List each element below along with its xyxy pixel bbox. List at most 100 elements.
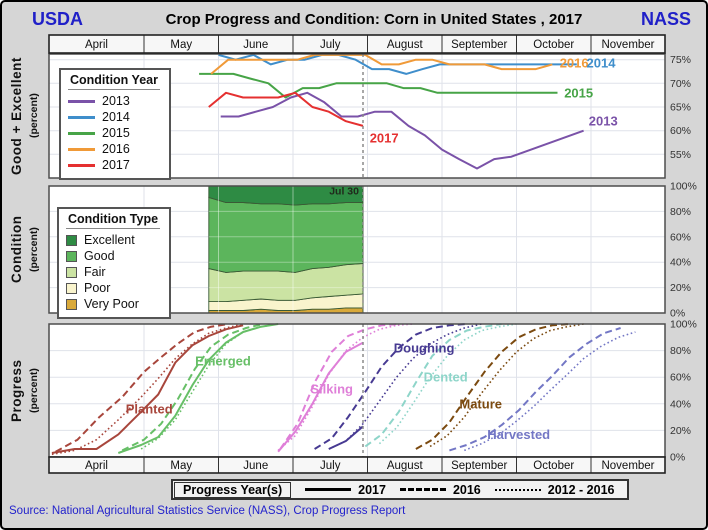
progress-line-doughing-solid <box>328 425 364 450</box>
month-label: June <box>243 39 268 51</box>
progress-chart: 0% 20% 40% 60% 80% 100% Planted Emerged Silking D… <box>48 319 697 464</box>
legend-line-swatch <box>68 147 95 151</box>
series-end-label-2016: 2016 <box>560 56 589 71</box>
legend-line-swatch <box>68 99 95 103</box>
condition-line-2014 <box>218 53 577 75</box>
month-label: June <box>243 460 268 472</box>
middle-panel-axis-label: Condition <box>9 215 24 284</box>
y-tick-label: 20% <box>670 425 691 437</box>
month-label: September <box>451 39 507 51</box>
condition-line-2015 <box>199 72 558 99</box>
stage-label-silking: Silking <box>310 382 353 397</box>
legend-item-label: 2013 <box>102 94 130 108</box>
condition-year-legend-items: 2013 2014 2015 2016 2017 <box>68 93 160 173</box>
progress-line-emerged-dashed <box>121 323 264 452</box>
dotted-line-sample <box>494 488 541 491</box>
y-tick-label: 80% <box>670 345 691 357</box>
y-tick-label: 65% <box>670 102 691 114</box>
y-tick-label: 60% <box>670 231 691 243</box>
y-tick-label: 60% <box>670 125 691 137</box>
progress-line-mature-dashed <box>415 323 570 450</box>
stage-label-doughing: Doughing <box>394 340 455 355</box>
legend-item-label: 2015 <box>102 126 130 140</box>
top-panel-axis-label: Good + Excellent <box>9 57 24 175</box>
y-tick-label: 0% <box>670 308 685 320</box>
condition-type-legend: Condition Type Excellent Good Fair Poor Very… <box>57 207 172 319</box>
progress-years-item-dashed: 2016 <box>386 483 481 497</box>
month-label: July <box>320 39 341 51</box>
bottom-panel-axis-label: Progress <box>9 359 24 422</box>
condition-line-2017 <box>208 91 364 127</box>
y-tick-label: 20% <box>670 282 691 294</box>
series-end-label-2013: 2013 <box>589 114 618 129</box>
progress-line-harvested-dotted <box>464 331 636 452</box>
y-tick-label: 60% <box>670 372 691 384</box>
month-label: October <box>533 39 574 51</box>
condition-line-2013 <box>220 91 584 170</box>
condition-type-legend-title: Condition Type <box>66 212 161 229</box>
usda-logo-text: USDA <box>32 9 84 29</box>
series-end-label-2017: 2017 <box>370 131 399 146</box>
legend-square-swatch <box>66 266 77 278</box>
cutoff-date-label: Jul 30 <box>329 186 359 198</box>
progress-years-item-label: 2016 <box>452 482 481 497</box>
condition-year-legend: Condition Year 2013 2014 2015 2016 2017 <box>59 68 171 180</box>
nass-logo-text: NASS <box>640 9 691 29</box>
stage-label-dented: Dented <box>424 370 468 385</box>
month-label: July <box>320 460 341 472</box>
month-label: May <box>170 39 192 51</box>
condition-area-Good <box>208 196 364 273</box>
legend-item-label: Poor <box>84 281 111 295</box>
legend-item-label: 2014 <box>102 110 130 124</box>
progress-line-planted-dashed <box>55 323 229 453</box>
middle-panel-axis-sublabel: (percent) <box>28 227 40 272</box>
progress-line-silking-dashed <box>279 323 399 450</box>
legend-item-very-poor: Very Poor <box>66 296 160 312</box>
y-tick-label: 0% <box>670 452 685 464</box>
legend-item-fair: Fair <box>66 264 160 280</box>
progress-line-emerged-solid <box>117 323 279 454</box>
month-label: November <box>601 39 654 51</box>
series-end-label-2015: 2015 <box>564 85 593 100</box>
month-label: October <box>533 460 574 472</box>
legend-item-2014: 2014 <box>68 109 160 125</box>
progress-years-legend-title: Progress Year(s) <box>174 481 292 498</box>
solid-line-sample <box>305 488 352 491</box>
progress-line-emerged-dotted <box>140 323 279 450</box>
progress-line-planted-dotted <box>51 323 244 456</box>
y-tick-label: 100% <box>670 319 697 331</box>
legend-square-swatch <box>66 234 77 246</box>
month-label: May <box>170 460 192 472</box>
month-axis: April May June July August September October No… <box>48 34 666 54</box>
progress-line-mature-dotted <box>429 323 584 448</box>
condition-line-2016 <box>210 53 553 75</box>
progress-line-doughing-dashed <box>314 323 467 450</box>
y-tick-label: 40% <box>670 398 691 410</box>
legend-item-label: 2017 <box>102 158 130 172</box>
legend-line-swatch <box>68 131 95 135</box>
progress-line-silking-dotted <box>277 323 413 452</box>
condition-year-legend-title: Condition Year <box>68 73 160 90</box>
bottom-panel-axis-sublabel: (percent) <box>28 368 40 413</box>
legend-item-label: Good <box>84 249 115 263</box>
stage-label-harvested: Harvested <box>487 427 550 442</box>
y-tick-label: 70% <box>670 78 691 90</box>
progress-line-dented-dashed <box>364 323 502 448</box>
legend-line-swatch <box>68 115 95 119</box>
progress-line-silking-solid <box>277 341 364 453</box>
legend-item-2017: 2017 <box>68 157 160 173</box>
progress-line-doughing-dotted <box>328 323 482 450</box>
y-tick-label: 55% <box>670 149 691 161</box>
legend-square-swatch <box>66 298 77 310</box>
legend-square-swatch <box>66 250 77 262</box>
progress-years-item-solid: 2017 <box>291 483 386 497</box>
y-tick-label: 80% <box>670 206 691 218</box>
progress-years-legend: Progress Year(s) 2017 2016 2012 - 2016 <box>171 479 629 500</box>
top-panel-axis-sublabel: (percent) <box>28 93 40 139</box>
y-tick-label: 75% <box>670 54 691 66</box>
stage-label-planted: Planted <box>126 402 173 417</box>
month-label: April <box>85 39 108 51</box>
legend-item-poor: Poor <box>66 280 160 296</box>
legend-item-label: Very Poor <box>84 297 139 311</box>
